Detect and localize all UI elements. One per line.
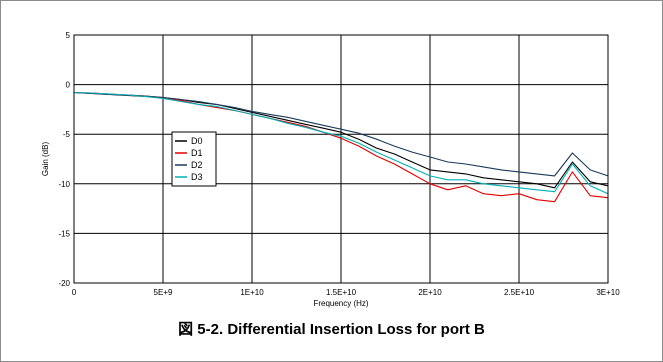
- insertion-loss-chart: 0 5E+9 1E+10 1.5E+10 2E+10 2.5E+10 3E+10 5 0 -5 -…: [41, 31, 620, 308]
- x-tick-label: 5E+9: [154, 288, 173, 297]
- legend: D0 D1 D2 D3: [171, 131, 217, 187]
- y-tick-label: 0: [66, 81, 71, 90]
- legend-label: D1: [191, 148, 203, 158]
- x-tick-label: 0: [72, 288, 77, 297]
- legend-label: D0: [191, 136, 203, 146]
- y-tick-label: -5: [63, 130, 71, 139]
- y-axis-title: Gain (dB): [41, 142, 50, 177]
- series-lines: [73, 91, 609, 203]
- x-tick-label: 1.5E+10: [326, 288, 357, 297]
- x-tick-label: 2E+10: [418, 288, 442, 297]
- y-tick-label: -20: [58, 279, 70, 288]
- x-axis-title: Frequency (Hz): [313, 299, 368, 308]
- x-tick-label: 1E+10: [240, 288, 264, 297]
- series-line-d2: [73, 91, 609, 177]
- figure-caption: 図 5-2. Differential Insertion Loss for p…: [178, 321, 485, 338]
- plot-area: [73, 34, 609, 284]
- y-tick-label: -15: [58, 229, 70, 238]
- y-axis-ticks: 5 0 -5 -10 -15 -20: [58, 31, 70, 288]
- y-tick-label: 5: [66, 31, 71, 40]
- legend-label: D3: [191, 172, 203, 182]
- grid-lines: [73, 34, 609, 284]
- x-tick-label: 3E+10: [596, 288, 620, 297]
- legend-label: D2: [191, 160, 203, 170]
- x-tick-label: 2.5E+10: [504, 288, 535, 297]
- x-axis-ticks: 0 5E+9 1E+10 1.5E+10 2E+10 2.5E+10 3E+10: [72, 288, 620, 297]
- y-tick-label: -10: [58, 180, 70, 189]
- series-line-d3: [73, 91, 609, 195]
